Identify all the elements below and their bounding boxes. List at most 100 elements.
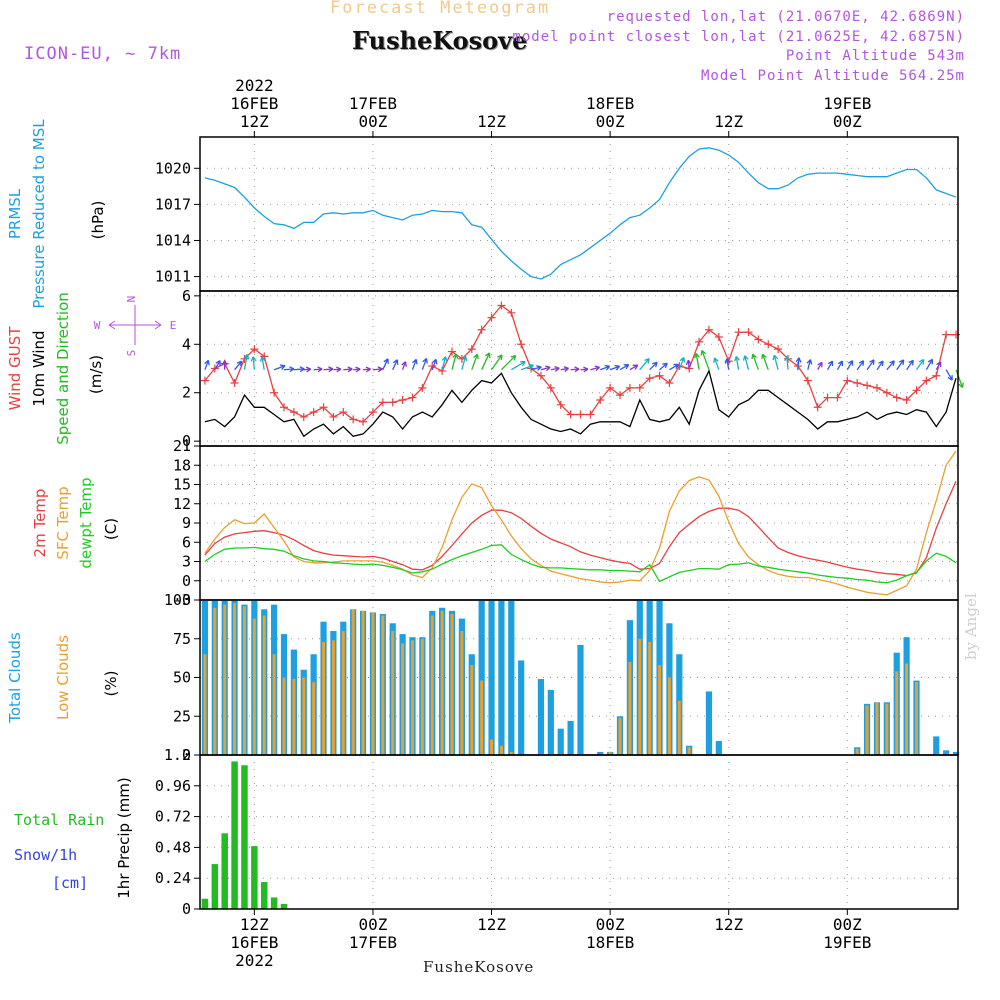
compass-e: E — [170, 319, 177, 332]
coordinates-block: requested lon,lat (21.0670E, 42.6869N) m… — [512, 8, 965, 86]
wind-arrow-head — [898, 359, 905, 365]
gust-marker — [576, 410, 585, 419]
y-tick-label: 1011 — [155, 268, 191, 286]
bar-total-clouds — [943, 750, 950, 755]
wind-arrow-head — [795, 357, 802, 363]
time-label-bottom: 16FEB — [230, 933, 278, 952]
y-tick-label: 0.24 — [155, 869, 191, 887]
bar-total-clouds — [508, 600, 515, 755]
wind-arrow — [752, 353, 759, 370]
wind-arrow-head — [317, 366, 323, 373]
wind-arrow — [273, 365, 286, 371]
wind-arrow — [471, 353, 479, 370]
wind-arrow-head — [806, 359, 813, 365]
wind-arrow — [382, 358, 389, 370]
gust-marker — [309, 408, 318, 417]
wind-arrow — [659, 362, 668, 371]
wind-arrow-head — [528, 363, 534, 370]
wind-arrow — [735, 356, 740, 370]
wind-arrow-head — [827, 360, 834, 367]
wind-arrow — [293, 368, 305, 371]
wind-arrow — [846, 360, 854, 371]
watermark: by Angel — [962, 593, 980, 660]
wind-arrow-head — [392, 359, 399, 365]
compass-n: N — [125, 296, 138, 303]
bar-low-clouds — [282, 677, 286, 755]
wind-arrow-head — [847, 360, 854, 366]
wind-arrow — [669, 363, 679, 371]
y-tick-label: 0.72 — [155, 808, 191, 826]
wind-arrow — [530, 366, 542, 371]
wind-arrow-head — [243, 354, 250, 360]
wind-arrow — [726, 358, 730, 370]
gust-marker — [853, 379, 862, 388]
wind-arrow — [491, 354, 503, 371]
gust-marker — [665, 379, 674, 388]
bar-total-clouds — [537, 679, 545, 755]
time-label-bottom: 17FEB — [349, 933, 397, 952]
bar-low-clouds — [677, 700, 681, 755]
closest-coords: model point closest lon,lat (21.0625E, 4… — [512, 28, 965, 45]
wind-arrow-head — [947, 375, 953, 381]
bar-total-rain — [221, 833, 228, 909]
time-label-top: 12Z — [714, 112, 743, 131]
wind-arrow-head — [817, 361, 823, 368]
bar-low-clouds — [509, 751, 513, 755]
wind-arrow-head — [713, 357, 719, 364]
y-tick-label: -3 — [173, 591, 191, 609]
wind-arrow — [441, 356, 447, 370]
wind-arrow — [510, 361, 526, 371]
y-tick-label: 9 — [182, 514, 191, 532]
series-line-wind-gust — [204, 304, 956, 423]
bar-low-clouds — [895, 671, 899, 755]
wind-arrow-head — [485, 352, 491, 358]
y-tick-label: 4 — [182, 335, 191, 353]
gust-marker — [546, 383, 555, 392]
gust-marker — [606, 383, 615, 392]
side-label: Total Rain — [14, 811, 104, 829]
time-label-bottom: 00Z — [596, 915, 625, 934]
compass-w: W — [94, 319, 101, 332]
bar-low-clouds — [865, 705, 869, 755]
gust-marker — [566, 410, 575, 419]
y-tick-label: 21 — [173, 437, 191, 455]
wind-arrow-head — [614, 364, 621, 371]
gust-marker — [625, 383, 634, 392]
y-axis-label: 1hr Precip (mm) — [115, 777, 133, 898]
wind-arrow — [761, 353, 769, 370]
wind-arrow — [461, 356, 467, 370]
bar-total-rain — [280, 903, 288, 909]
series-line-dewpt-temp — [204, 544, 957, 584]
gust-marker — [230, 379, 239, 388]
bar-low-clouds — [420, 638, 424, 755]
gust-marker — [517, 340, 526, 349]
wind-arrow-head — [563, 366, 570, 372]
wind-arrow-head — [431, 358, 438, 365]
gust-marker — [932, 371, 941, 380]
wind-arrow-head — [734, 356, 740, 362]
wind-arrow — [401, 361, 407, 370]
gust-marker — [645, 374, 654, 383]
gust-marker — [507, 308, 516, 317]
wind-arrow-head — [328, 366, 334, 373]
wind-arrow-head — [918, 358, 925, 365]
bar-low-clouds — [460, 631, 464, 755]
wind-arrow — [639, 358, 650, 371]
wind-arrow — [836, 360, 843, 371]
bar-total-clouds — [518, 660, 525, 755]
time-label-top: 18FEB — [586, 94, 634, 113]
bar-total-clouds — [715, 741, 722, 755]
y-tick-label: 0 — [182, 432, 191, 450]
wind-arrow-head — [724, 358, 731, 364]
wind-arrow — [234, 360, 243, 371]
wind-arrow-head — [784, 355, 791, 362]
wind-arrow-head — [623, 364, 630, 370]
gust-marker — [774, 345, 783, 354]
bar-total-clouds — [567, 720, 574, 755]
gust-marker — [872, 383, 881, 392]
wind-arrow-head — [837, 360, 844, 367]
gust-marker — [467, 345, 476, 354]
wind-arrow — [906, 359, 914, 371]
gust-marker — [339, 408, 348, 417]
gust-marker — [398, 395, 407, 404]
